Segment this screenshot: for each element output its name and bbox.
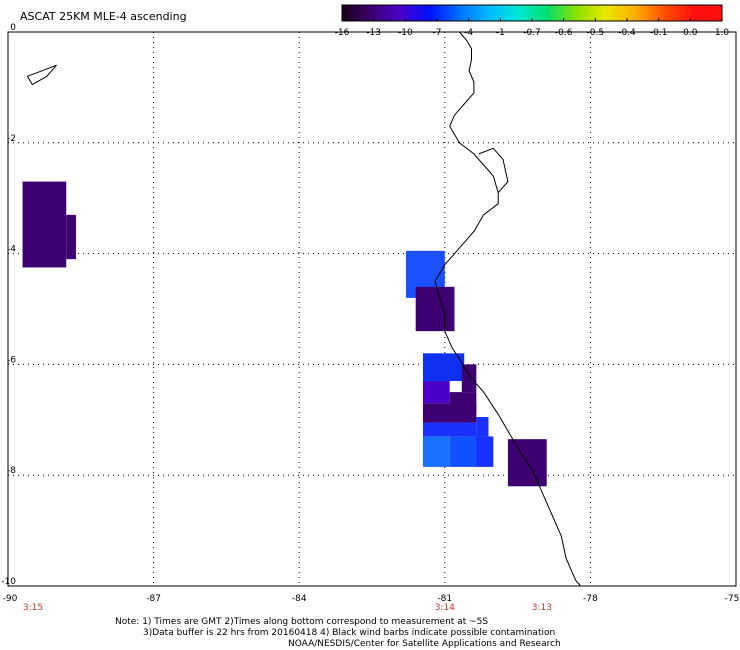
colorbar-label: -1: [496, 28, 505, 38]
pass-time-labels: 3:15 3:14 3:13: [23, 603, 552, 613]
colorbar-segment: [342, 5, 372, 21]
lat-tick-label: -4: [7, 245, 16, 255]
island-outline: [26, 64, 57, 86]
colorbar-segment: [575, 5, 606, 21]
wind-cells: [22, 181, 547, 487]
lon-tick-label: -81: [437, 594, 452, 604]
colorbar-labels: -16 -13 -10 -7 -4 -1 -0.7 -0.6 -0.5 -0.4 -0.1 0.0 1.…: [335, 28, 730, 38]
colorbar-segment: [400, 5, 431, 21]
lon-tick-label: -87: [146, 594, 161, 604]
wind-cell: [422, 422, 477, 437]
wind-cell: [422, 403, 477, 423]
colorbar-label: -10: [398, 28, 413, 38]
pass-time-label: 3:15: [23, 603, 43, 613]
wind-cell: [476, 436, 494, 467]
colorbar-segment: [458, 5, 489, 21]
lat-tick-label: -2: [7, 134, 16, 144]
wind-cell: [461, 364, 477, 393]
coastline-path: [434, 31, 582, 587]
wind-cell: [22, 181, 67, 268]
note-line-1: Note: 1) Times are GMT 2)Times along bot…: [115, 617, 488, 627]
colorbar-segment: [546, 5, 577, 21]
lat-axis-labels: 0 -2 -4 -6 -8 -10: [1, 23, 16, 587]
colorbar-label: -0.1: [650, 28, 668, 38]
lat-tick-label: 0: [10, 23, 16, 33]
wind-cell: [66, 214, 76, 260]
wind-cell: [422, 353, 465, 382]
lon-tick-label: -75: [725, 594, 740, 604]
colorbar-segment: [692, 5, 723, 21]
lon-axis-labels: -90 -87 -84 -81 -78 -75: [3, 594, 740, 604]
coastline: [26, 31, 582, 587]
lon-tick-label: -84: [292, 594, 307, 604]
colorbar-label: -16: [335, 28, 350, 38]
colorbar-label: -0.4: [618, 28, 636, 38]
colorbar-segment: [429, 5, 460, 21]
lon-tick-label: -78: [583, 594, 598, 604]
gulf-inlet-path: [478, 147, 509, 194]
lon-tick-label: -90: [3, 594, 18, 604]
colorbar: [341, 4, 723, 22]
colorbar-label: 1.0: [715, 28, 730, 38]
pass-time-label: 3:14: [435, 603, 455, 613]
colorbar-segment: [488, 5, 518, 21]
colorbar-segment: [517, 5, 548, 21]
colorbar-label: -0.5: [587, 28, 605, 38]
lat-tick-label: -6: [7, 355, 16, 365]
lat-tick-label: -8: [7, 466, 16, 476]
pass-time-label: 3:13: [532, 603, 552, 613]
colorbar-segment: [371, 5, 401, 21]
colorbar-segment: [663, 5, 694, 21]
gridlines: [8, 32, 736, 586]
lat-tick-label: -10: [1, 577, 16, 587]
wind-cell: [422, 436, 450, 467]
wind-cell: [449, 436, 479, 467]
colorbar-label: -0.6: [555, 28, 573, 38]
note-line-2: 3)Data buffer is 22 hrs from 20160418 4)…: [143, 628, 555, 638]
note-line-3: NOAA/NESDIS/Center for Satellite Applica…: [288, 639, 561, 649]
colorbar-segment: [634, 5, 665, 21]
colorbar-label: 0.0: [683, 28, 698, 38]
colorbar-label: -0.7: [523, 28, 541, 38]
wind-cell: [415, 286, 455, 332]
colorbar-label: -4: [464, 28, 473, 38]
colorbar-label: -7: [433, 28, 442, 38]
plot-frame: [7, 31, 737, 587]
colorbar-segment: [605, 5, 635, 21]
wind-cell: [476, 417, 489, 437]
map-title: ASCAT 25KM MLE-4 ascending: [20, 10, 187, 23]
wind-cell: [422, 381, 450, 404]
colorbar-label: -13: [366, 28, 381, 38]
